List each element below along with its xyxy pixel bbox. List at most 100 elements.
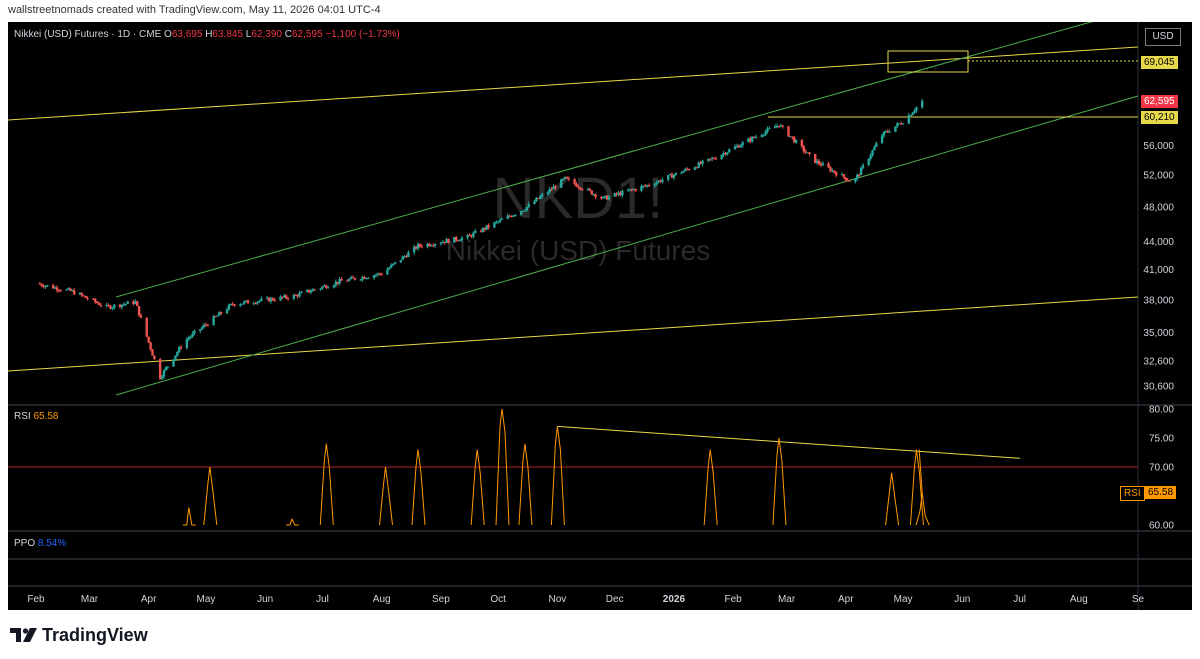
candle [281,296,284,300]
close-label: C [284,29,292,40]
candle-body [674,172,678,175]
candle-body [158,359,162,379]
candle-body [668,174,672,176]
candle [466,234,469,240]
candle [512,215,515,218]
candle [661,177,664,184]
candle [600,196,603,200]
candle [682,170,685,173]
candle [514,214,517,217]
candle-body [84,296,87,298]
candle-body [233,304,236,306]
candle-body [55,287,59,291]
rsi-name[interactable]: RSI [14,411,31,422]
candle-body [298,293,301,297]
candle [479,229,483,233]
candle [311,288,315,292]
candle [86,296,89,301]
candle [353,277,357,281]
candle [768,126,771,130]
high-value: 63,845 [212,29,244,40]
candle [821,161,825,166]
symbol-name[interactable]: Nikkei (USD) Futures · 1D · CME [14,29,162,40]
level-price-tag: 69,045 [1141,56,1178,69]
candle [269,296,273,304]
candle [586,187,590,191]
candle-body [539,196,542,199]
candle-body [472,232,475,237]
candle [256,301,259,306]
candle [55,285,59,293]
candle-body [708,158,712,160]
candle [875,141,878,148]
candle-body [178,347,181,353]
high-label: H [205,29,213,40]
candle [174,355,177,361]
candle [242,300,246,305]
candle-body [283,295,286,298]
candle [178,345,181,354]
candle-body [311,289,315,292]
candle-body [672,174,676,178]
candle [819,161,823,168]
candle [737,144,741,148]
candle-body [139,315,143,318]
candle-body [412,246,416,253]
candle-body [873,146,876,151]
candle-body [911,112,914,116]
candle-body [474,230,477,233]
candle [605,194,609,200]
candle-body [38,283,42,285]
candle-body [773,126,777,129]
chart-panel[interactable]: NKD1! Nikkei (USD) Futures 30,600 32,600 35… [8,22,1192,610]
candle [137,306,141,317]
candle-body [882,131,886,136]
candle-body [884,131,888,133]
candle-body [857,174,861,176]
candle-body [453,237,456,243]
footer-brand: TradingView [10,625,148,645]
candle-body [292,294,296,299]
candle-body [661,179,664,182]
candle [848,180,851,182]
candle [319,287,322,291]
candle [817,158,821,166]
channel-lower-line [115,95,1139,396]
candle-body [147,336,150,343]
candle [202,322,206,329]
candle-body [401,256,404,261]
time-axis-label: Sep [432,594,450,605]
chart-canvas[interactable]: NKD1! Nikkei (USD) Futures 30,600 32,600 35… [8,22,1192,610]
rsi-axis-label: 70.00 [1149,463,1174,474]
candle-body [393,262,397,264]
candle [581,188,584,191]
candle [710,156,714,162]
candle [187,335,190,342]
candle-body [560,179,563,188]
candle [258,300,261,304]
candle [374,273,378,278]
ppo-name[interactable]: PPO [14,538,36,549]
candle [779,123,783,128]
currency-button[interactable]: USD [1145,28,1181,46]
candle [443,241,446,245]
candle-body [686,168,689,170]
candle [109,304,112,310]
candle [472,231,475,239]
time-axis-label: May [894,594,913,605]
candle-body [231,303,234,305]
candle-body [779,125,783,127]
candle [739,143,742,148]
candle-body [894,126,897,132]
candle [53,286,57,289]
candle-body [901,123,905,125]
candle-body [588,188,592,191]
candle-body [319,288,322,290]
candle [72,287,76,295]
candle [640,184,643,193]
time-axis-label: Dec [606,594,624,605]
candle-body [164,367,168,371]
candle [420,244,423,249]
candle [267,297,271,302]
candle-body [644,185,647,187]
